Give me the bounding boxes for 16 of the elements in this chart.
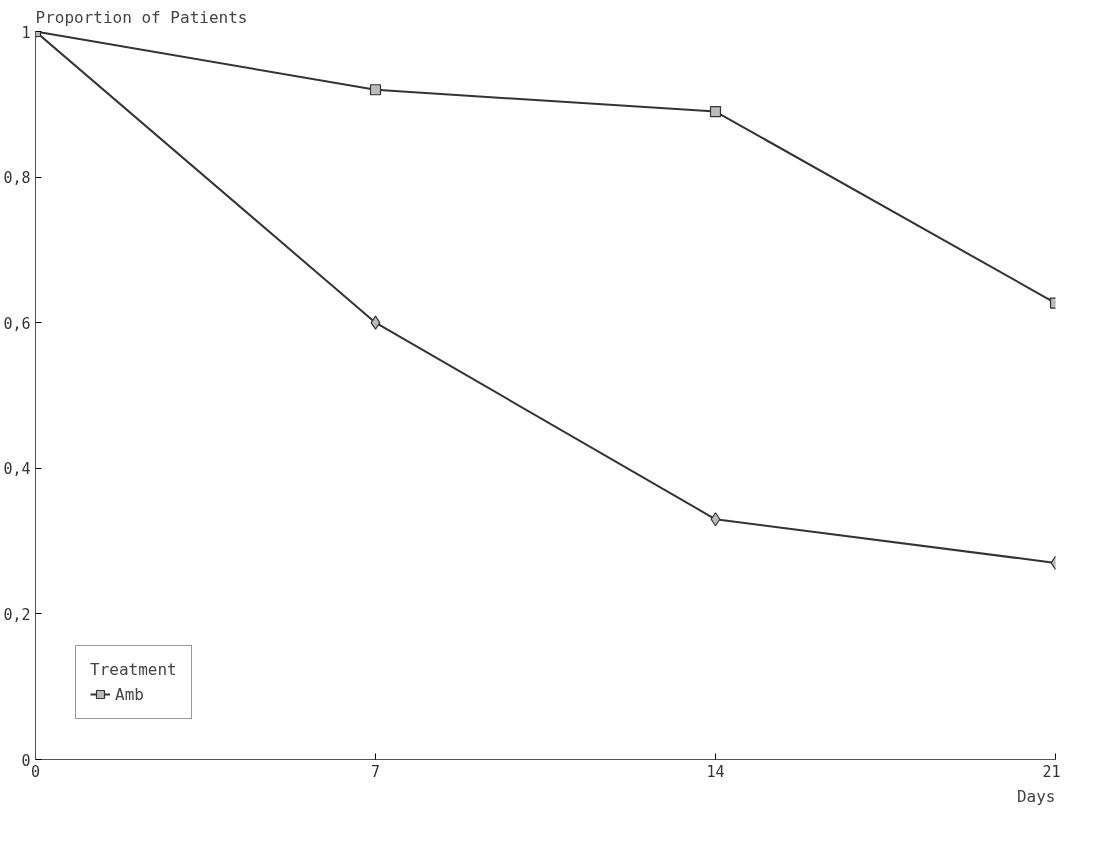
point [370,315,381,330]
legend-label: Amb [115,684,144,704]
point [369,84,382,96]
x-axis-title: Days [1016,786,1056,806]
x-tick-label: 7 [370,762,381,781]
y-axis-title: Proportion of Patients [35,7,248,27]
point [710,512,721,527]
y-tick-label: 0,4 [3,460,31,479]
point [709,105,722,118]
y-tick-label: 0,6 [3,314,31,333]
y-tick-label: 0,2 [3,605,31,624]
x-tick-label: 21 [1042,762,1061,781]
y-tick-label: 0,8 [3,169,31,188]
legend-title: Treatment [90,660,177,679]
y-tick-label: 1 [21,23,31,42]
x-tick-label: 14 [706,762,725,781]
